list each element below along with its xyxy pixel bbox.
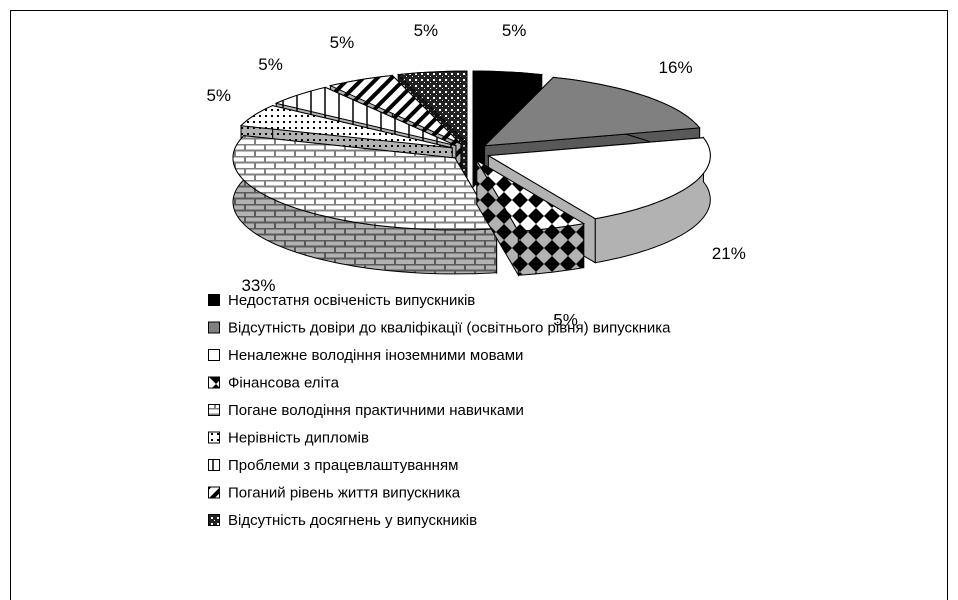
legend-swatch [208,514,220,526]
slice [274,86,457,147]
slice [475,159,586,232]
legend-swatch [208,486,220,499]
data-label: 16% [659,58,693,77]
data-label: 5% [258,55,283,74]
legend-label: Нерівність дипломів [228,429,369,446]
slice-shade [476,160,519,276]
legend-swatch [208,404,220,416]
slice [472,70,543,145]
data-label: 5% [414,21,439,40]
legend-swatch [208,431,220,444]
data-label: 21% [712,244,746,263]
slice [397,70,468,145]
legend-swatch [208,294,220,306]
legend-swatch [208,321,220,334]
legend-label: Поганий рівень життя випускника [228,484,461,501]
slice [232,135,498,231]
legend-swatch [208,349,220,361]
data-label: 5% [206,86,231,105]
legend-label: Фінансова еліта [228,374,340,391]
legend-label: Погане володіння практичними навичками [228,402,524,419]
frame [10,10,948,600]
slice [239,105,453,149]
slice [486,137,711,220]
slice-shade [233,135,497,274]
legend-label: Проблеми з працевлаштуванням [228,457,458,474]
legend-label: Неналежне володіння іноземними мовами [228,347,523,364]
data-label: 5% [330,33,355,52]
legend-swatch [208,459,220,471]
data-label: 5% [502,21,527,40]
slice [483,76,701,147]
legend-label: Недостатня освіченість випускників [228,292,475,309]
legend-label: Відсутність досягнень у випускників [228,512,477,529]
slice-shade [518,223,584,276]
legend-label: Відсутність довіри до кваліфікації (осві… [228,319,671,336]
slice [328,74,462,145]
data-label: 5% [553,310,578,329]
legend-swatch [208,376,220,389]
slice-shade [595,137,711,263]
data-label: 33% [241,276,275,295]
